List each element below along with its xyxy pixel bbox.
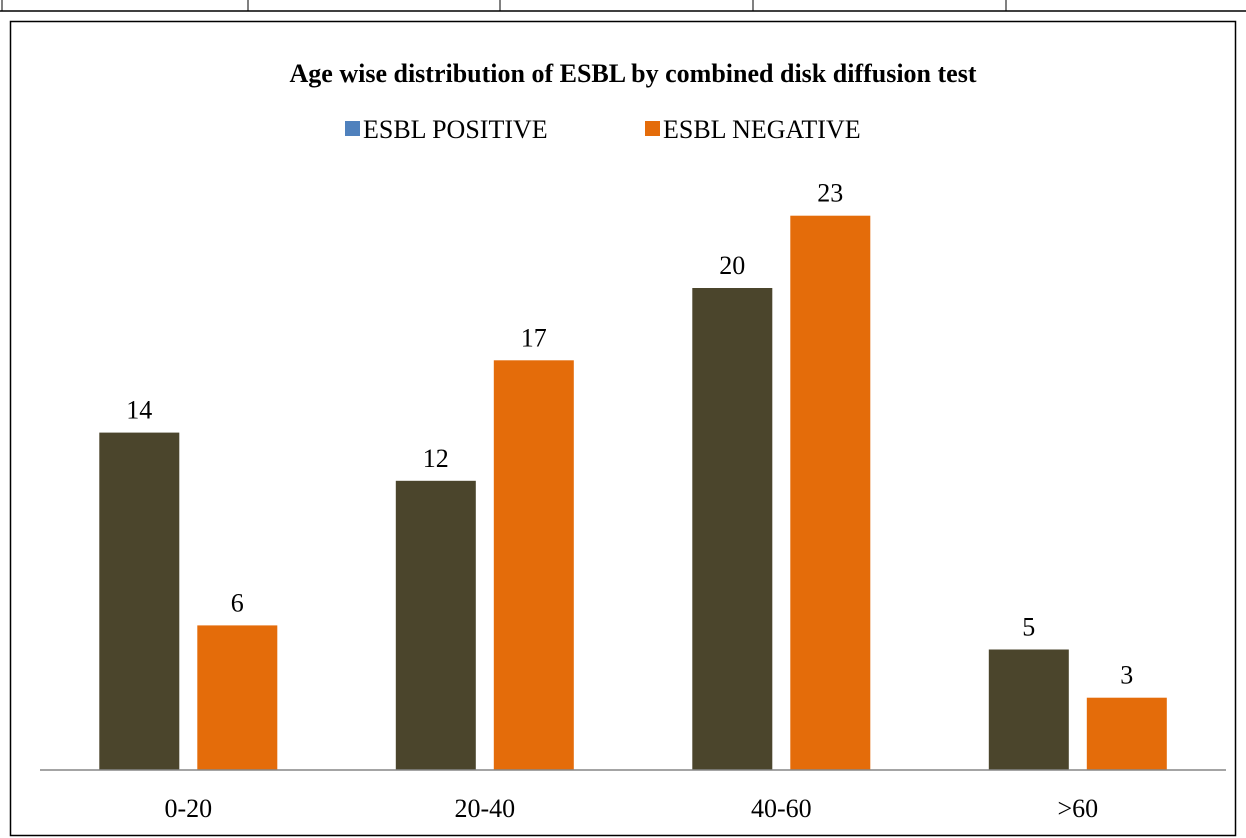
bar-esbl-negative-0-20 bbox=[197, 625, 278, 770]
bar-esbl-positive-gt60 bbox=[988, 649, 1069, 770]
x-tick-label-0-20: 0-20 bbox=[164, 794, 212, 823]
bar-esbl-positive-20-40 bbox=[395, 480, 476, 770]
table-fragment-top bbox=[0, 0, 1246, 12]
data-label-esbl-negative-40-60: 23 bbox=[817, 179, 843, 208]
x-tick-labels: 0-20 20-40 40-60 >60 bbox=[164, 794, 1098, 823]
data-label-esbl-positive-40-60: 20 bbox=[719, 251, 745, 280]
data-label-esbl-positive-gt60: 5 bbox=[1022, 613, 1035, 642]
data-label-esbl-negative-gt60: 3 bbox=[1120, 661, 1133, 690]
legend: ESBL POSITIVE ESBL NEGATIVE bbox=[345, 115, 861, 144]
data-label-esbl-positive-0-20: 14 bbox=[126, 396, 152, 425]
legend-label-esbl-positive: ESBL POSITIVE bbox=[363, 115, 548, 144]
bar-esbl-negative-20-40 bbox=[493, 360, 574, 770]
chart-border bbox=[9, 20, 1237, 837]
bar-esbl-positive-0-20 bbox=[99, 432, 180, 770]
bar-esbl-positive-40-60 bbox=[692, 288, 773, 770]
x-tick-label-20-40: 20-40 bbox=[454, 794, 515, 823]
bar-esbl-negative-gt60 bbox=[1086, 697, 1167, 770]
data-label-esbl-negative-20-40: 17 bbox=[521, 323, 547, 352]
legend-swatch-esbl-positive bbox=[345, 121, 360, 136]
data-label-esbl-negative-0-20: 6 bbox=[231, 588, 244, 617]
x-tick-label-gt60: >60 bbox=[1057, 794, 1098, 823]
bar-esbl-negative-40-60 bbox=[790, 215, 871, 770]
data-labels-layer: 14 6 12 17 20 23 5 3 bbox=[126, 179, 1133, 690]
data-label-esbl-positive-20-40: 12 bbox=[423, 444, 449, 473]
bars-layer bbox=[99, 215, 1167, 770]
x-tick-label-40-60: 40-60 bbox=[751, 794, 812, 823]
chart-title: Age wise distribution of ESBL by combine… bbox=[290, 59, 977, 88]
legend-swatch-esbl-negative bbox=[645, 121, 660, 136]
legend-label-esbl-negative: ESBL NEGATIVE bbox=[663, 115, 861, 144]
